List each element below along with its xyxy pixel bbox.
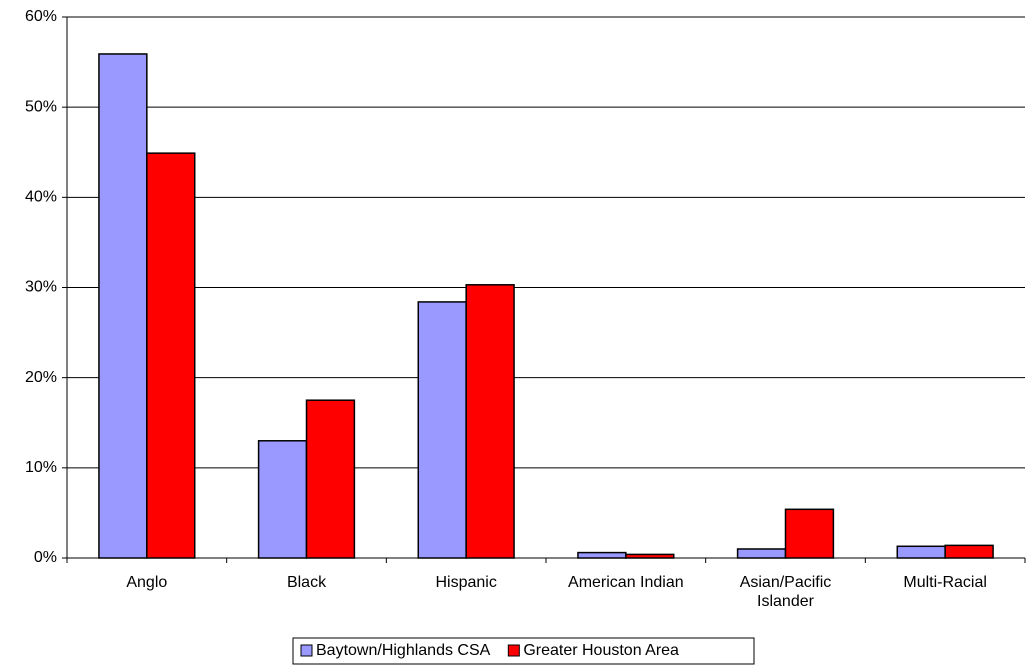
bar xyxy=(784,508,835,559)
bar xyxy=(146,152,196,559)
bar xyxy=(257,440,308,559)
bar xyxy=(465,284,515,559)
x-tick-label: Multi-Racial xyxy=(903,574,987,591)
y-tick-label: 20% xyxy=(25,369,57,386)
x-tick-label: Anglo xyxy=(126,574,168,591)
bar xyxy=(98,53,148,559)
y-tick-label: 40% xyxy=(25,189,57,206)
legend-label: Greater Houston Area xyxy=(523,642,679,659)
bar xyxy=(944,544,994,559)
y-tick-label: 0% xyxy=(34,549,57,566)
bar xyxy=(625,553,675,559)
y-tick-label: 50% xyxy=(25,98,57,115)
legend-swatch xyxy=(300,644,313,657)
x-tick-label: American Indian xyxy=(568,574,684,591)
x-tick-label: Black xyxy=(286,574,327,591)
x-tick-label: Hispanic xyxy=(435,574,497,591)
bar xyxy=(305,399,356,559)
legend-label: Baytown/Highlands CSA xyxy=(316,642,491,659)
y-tick-label: 30% xyxy=(25,279,57,296)
y-tick-label: 60% xyxy=(25,8,57,25)
bar xyxy=(577,551,627,559)
legend-box xyxy=(292,637,755,665)
x-tick-label: Asian/Pacific Islander xyxy=(739,574,832,610)
bar xyxy=(736,548,787,559)
bar xyxy=(417,301,467,559)
legend-swatch xyxy=(507,644,520,657)
y-tick-label: 10% xyxy=(25,459,57,476)
bar xyxy=(896,545,946,559)
